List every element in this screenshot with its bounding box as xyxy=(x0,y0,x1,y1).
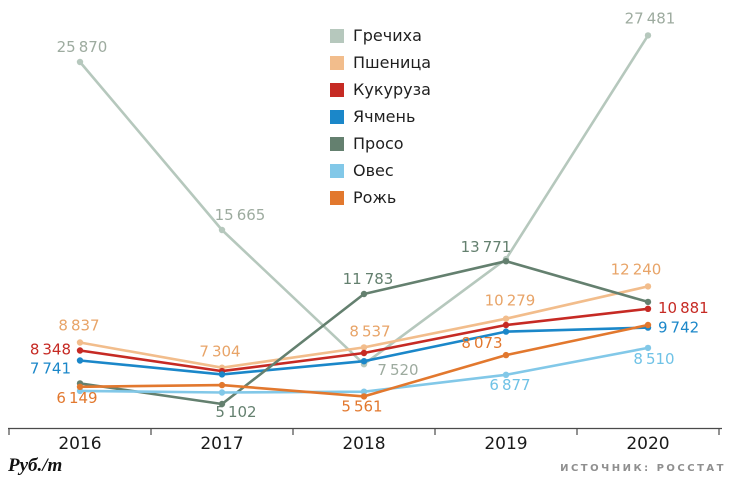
data-point xyxy=(644,32,652,39)
data-point-label: 8 537 xyxy=(349,322,390,340)
legend-swatch xyxy=(330,164,344,178)
legend-item: Просо xyxy=(330,134,431,154)
data-point-label: 12 240 xyxy=(611,260,662,278)
data-point xyxy=(360,290,368,298)
data-point xyxy=(360,393,368,400)
data-point xyxy=(644,321,652,329)
data-point xyxy=(360,388,368,395)
x-axis-label: 2018 xyxy=(342,434,385,454)
data-point-label: 8 837 xyxy=(58,317,99,335)
chart-legend: Гречиха Пшеница Кукуруза Ячмень Просо Овес Рож… xyxy=(330,26,431,208)
data-point-label: 6 149 xyxy=(56,389,97,407)
data-point xyxy=(360,349,368,357)
legend-item: Ячмень xyxy=(330,107,431,127)
data-point xyxy=(218,389,226,396)
legend-swatch xyxy=(330,29,344,43)
data-point-label: 9 742 xyxy=(658,319,699,337)
legend-label: Рожь xyxy=(353,188,397,207)
data-point xyxy=(218,381,226,389)
data-point-label: 7 304 xyxy=(199,343,240,361)
legend-swatch xyxy=(330,56,344,70)
data-point xyxy=(218,226,226,234)
data-point-label: 5 102 xyxy=(215,403,256,421)
data-point-label: 10 279 xyxy=(485,292,536,310)
data-point xyxy=(644,305,652,312)
data-point xyxy=(218,400,226,408)
data-point xyxy=(644,298,652,306)
data-point-label: 7 520 xyxy=(377,361,418,379)
data-point-label: 5 561 xyxy=(341,397,382,415)
data-point xyxy=(218,371,226,378)
data-point-label: 27 481 xyxy=(625,9,676,27)
x-axis-label: 2019 xyxy=(484,434,527,454)
data-point-label: 7 741 xyxy=(30,360,71,378)
data-point-label: 15 665 xyxy=(215,206,266,224)
legend-swatch xyxy=(330,191,344,205)
data-point-label: 8 073 xyxy=(461,334,502,352)
data-point xyxy=(76,347,84,354)
data-point xyxy=(502,351,510,359)
x-axis-label: 2020 xyxy=(626,434,669,454)
data-point xyxy=(360,358,368,365)
data-point-label: 8 510 xyxy=(633,350,674,368)
data-point-label: 13 771 xyxy=(461,238,512,256)
legend-label: Просо xyxy=(353,134,404,153)
legend-label: Ячмень xyxy=(353,107,416,126)
legend-label: Пшеница xyxy=(353,53,432,72)
legend-item: Рожь xyxy=(330,188,431,208)
data-point-label: 25 870 xyxy=(57,38,108,56)
data-point xyxy=(644,344,652,352)
data-point-label: 10 881 xyxy=(658,299,709,317)
x-axis-label: 2017 xyxy=(200,434,243,454)
data-point xyxy=(76,339,84,346)
data-point-label: 6 877 xyxy=(489,376,530,394)
x-axis-label: 2016 xyxy=(58,434,101,454)
legend-label: Гречиха xyxy=(353,26,422,45)
source-label: ИСТОЧНИК: РОССТАТ xyxy=(560,463,726,474)
data-point xyxy=(76,58,84,66)
data-point xyxy=(76,383,84,390)
y-axis-unit-label: Руб./т xyxy=(8,455,63,476)
legend-item: Пшеница xyxy=(330,53,431,73)
data-point xyxy=(502,258,510,265)
legend-item: Гречиха xyxy=(330,26,431,46)
data-point xyxy=(502,315,510,322)
legend-item: Кукуруза xyxy=(330,80,431,100)
data-point xyxy=(502,328,510,335)
data-point xyxy=(360,344,368,351)
data-point-label: 11 783 xyxy=(343,270,394,288)
data-point xyxy=(502,371,510,378)
legend-swatch xyxy=(330,137,344,151)
legend-swatch xyxy=(330,110,344,124)
legend-swatch xyxy=(330,83,344,97)
data-point xyxy=(644,283,652,290)
data-point xyxy=(76,357,84,364)
legend-item: Овес xyxy=(330,161,431,181)
legend-label: Кукуруза xyxy=(353,80,431,99)
legend-label: Овес xyxy=(353,161,394,180)
data-point xyxy=(502,321,510,329)
data-point-label: 8 348 xyxy=(30,341,71,359)
